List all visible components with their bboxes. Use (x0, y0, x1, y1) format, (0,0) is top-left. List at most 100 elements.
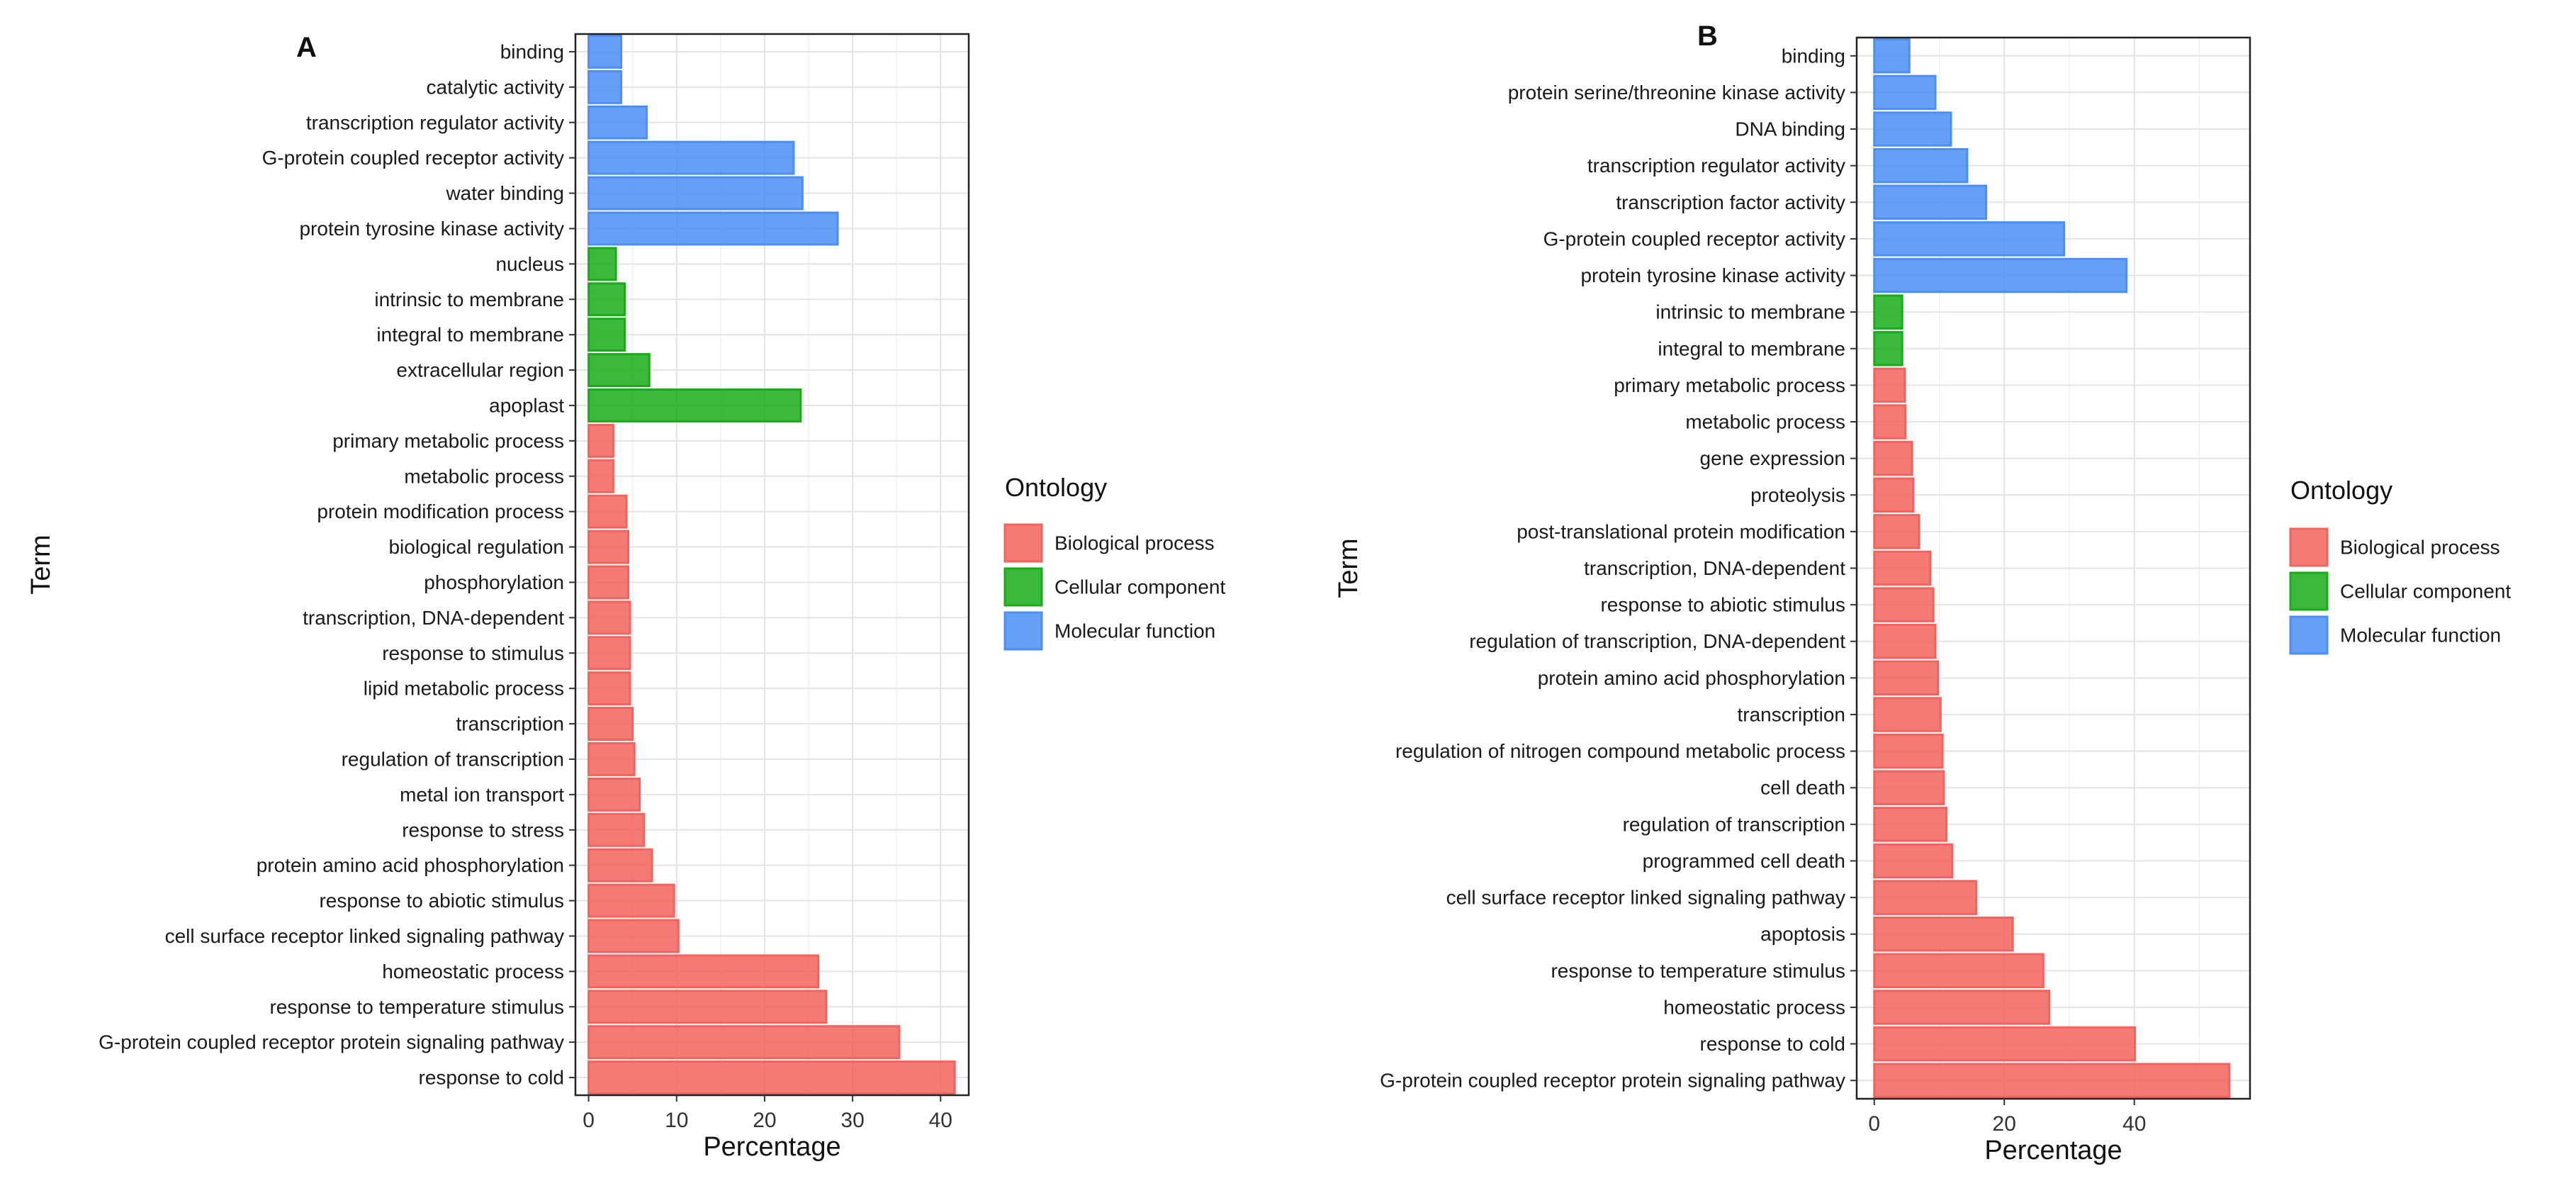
y-tick-label: catalytic activity (427, 76, 565, 98)
x-tick-label: 0 (1868, 1112, 1880, 1136)
bar (1873, 990, 2051, 1025)
bar (1873, 367, 1906, 403)
bar (587, 318, 626, 352)
panel-label: B (1697, 21, 1718, 52)
bar (587, 600, 631, 635)
bar (587, 69, 623, 104)
bar (1873, 331, 1903, 366)
y-tick-label: transcription factor activity (1616, 191, 1845, 213)
y-tick-label: primary metabolic process (332, 430, 564, 452)
legend-entry-label: Molecular function (1054, 620, 1215, 642)
y-tick-label: primary metabolic process (1614, 374, 1845, 396)
legend-entry-label: Cellular component (1054, 576, 1225, 598)
x-tick-label: 20 (1993, 1112, 2016, 1136)
bar (587, 459, 614, 493)
bar (1873, 294, 1903, 330)
bar (1873, 38, 1911, 74)
legend-key (1003, 523, 1043, 563)
bar (1873, 477, 1915, 513)
bar (587, 883, 675, 918)
bar (1873, 916, 2014, 952)
x-tick-label: 30 (840, 1109, 864, 1132)
y-tick-label: metabolic process (404, 465, 564, 487)
y-tick-label: apoplast (489, 394, 564, 416)
bar (587, 707, 634, 741)
bar (1873, 1026, 2137, 1062)
bar (1873, 550, 1932, 586)
y-tick-label: G-protein coupled receptor activity (1543, 228, 1845, 250)
bar (587, 494, 628, 529)
y-tick-label: G-protein coupled receptor protein signa… (1380, 1070, 1845, 1092)
y-tick-label: transcription (1737, 703, 1845, 725)
bar (1873, 147, 1969, 184)
y-tick-label: protein tyrosine kinase activity (299, 218, 564, 240)
bar (587, 247, 617, 281)
y-tick-label: binding (500, 40, 564, 62)
y-tick-label: transcription, DNA-dependent (303, 607, 564, 629)
bar (1873, 807, 1948, 842)
x-tick-label: 0 (583, 1109, 595, 1132)
bar (1873, 697, 1942, 732)
y-axis-title: Term (26, 534, 56, 594)
legend-entry-label: Cellular component (2340, 581, 2511, 603)
bar (587, 777, 641, 812)
bar (1873, 770, 1945, 805)
bar (587, 176, 804, 211)
bar (587, 954, 820, 989)
y-tick-label: apoptosis (1760, 923, 1845, 945)
bar (587, 812, 646, 847)
legend: Ontology Biological process Cellular compo… (2289, 476, 2511, 655)
y-tick-label: protein serine/threonine kinase activity (1508, 82, 1845, 103)
y-tick-label: response to cold (419, 1067, 564, 1089)
bar (1873, 184, 1988, 220)
y-tick-label: protein amino acid phosphorylation (1538, 667, 1845, 689)
y-tick-label: protein amino acid phosphorylation (257, 854, 564, 876)
legend-entry-label: Molecular function (2340, 625, 2501, 647)
y-tick-label: transcription (456, 713, 564, 735)
y-tick-label: protein modification process (317, 500, 564, 522)
bar (587, 34, 623, 69)
y-tick-label: response to cold (1700, 1033, 1845, 1055)
y-tick-label: cell surface receptor linked signaling p… (165, 925, 564, 947)
y-tick-label: response to stimulus (382, 642, 564, 664)
y-tick-label: response to stress (402, 819, 564, 841)
legend: Ontology Biological process Cellular compo… (1003, 473, 1225, 651)
y-tick-label: response to abiotic stimulus (1600, 594, 1845, 616)
bar (1873, 440, 1913, 476)
y-tick-label: cell surface receptor linked signaling p… (1446, 887, 1845, 909)
legend-key (1003, 611, 1043, 651)
y-tick-label: regulation of transcription, DNA-depende… (1469, 630, 1845, 652)
y-tick-label: proteolysis (1750, 484, 1845, 506)
y-tick-label: regulation of nitrogen compound metaboli… (1395, 740, 1845, 762)
panel-a: binding catalytic activity transcription r… (26, 32, 1225, 1162)
bar (587, 565, 629, 600)
bar (1873, 953, 2045, 989)
y-tick-label: transcription regulator activity (306, 111, 564, 133)
y-tick-label: integral to membrane (376, 324, 564, 346)
bar (1873, 404, 1907, 440)
bar (587, 848, 653, 883)
panel-b: binding protein serine/threonine kinase a… (1334, 21, 2511, 1165)
bar (587, 741, 636, 776)
bar (1873, 111, 1952, 147)
bar (1873, 514, 1920, 549)
bar (587, 140, 795, 175)
y-tick-label: water binding (445, 182, 564, 204)
bar (1873, 1063, 2231, 1098)
y-tick-label: integral to membrane (1658, 337, 1845, 359)
bar (587, 105, 648, 140)
y-tick-label: lipid metabolic process (364, 678, 564, 700)
y-tick-label: intrinsic to membrane (1655, 301, 1845, 323)
bar (587, 1025, 901, 1060)
legend-key (2289, 615, 2329, 655)
y-tick-label: intrinsic to membrane (374, 289, 564, 310)
y-tick-label: transcription regulator activity (1587, 155, 1845, 177)
bar (587, 388, 802, 422)
y-tick-label: binding (1782, 45, 1845, 67)
y-tick-label: homeostatic process (382, 961, 564, 983)
bar (587, 211, 839, 246)
x-axis-title: Percentage (703, 1132, 840, 1162)
y-tick-label: programmed cell death (1643, 850, 1845, 872)
bar (1873, 733, 1944, 769)
